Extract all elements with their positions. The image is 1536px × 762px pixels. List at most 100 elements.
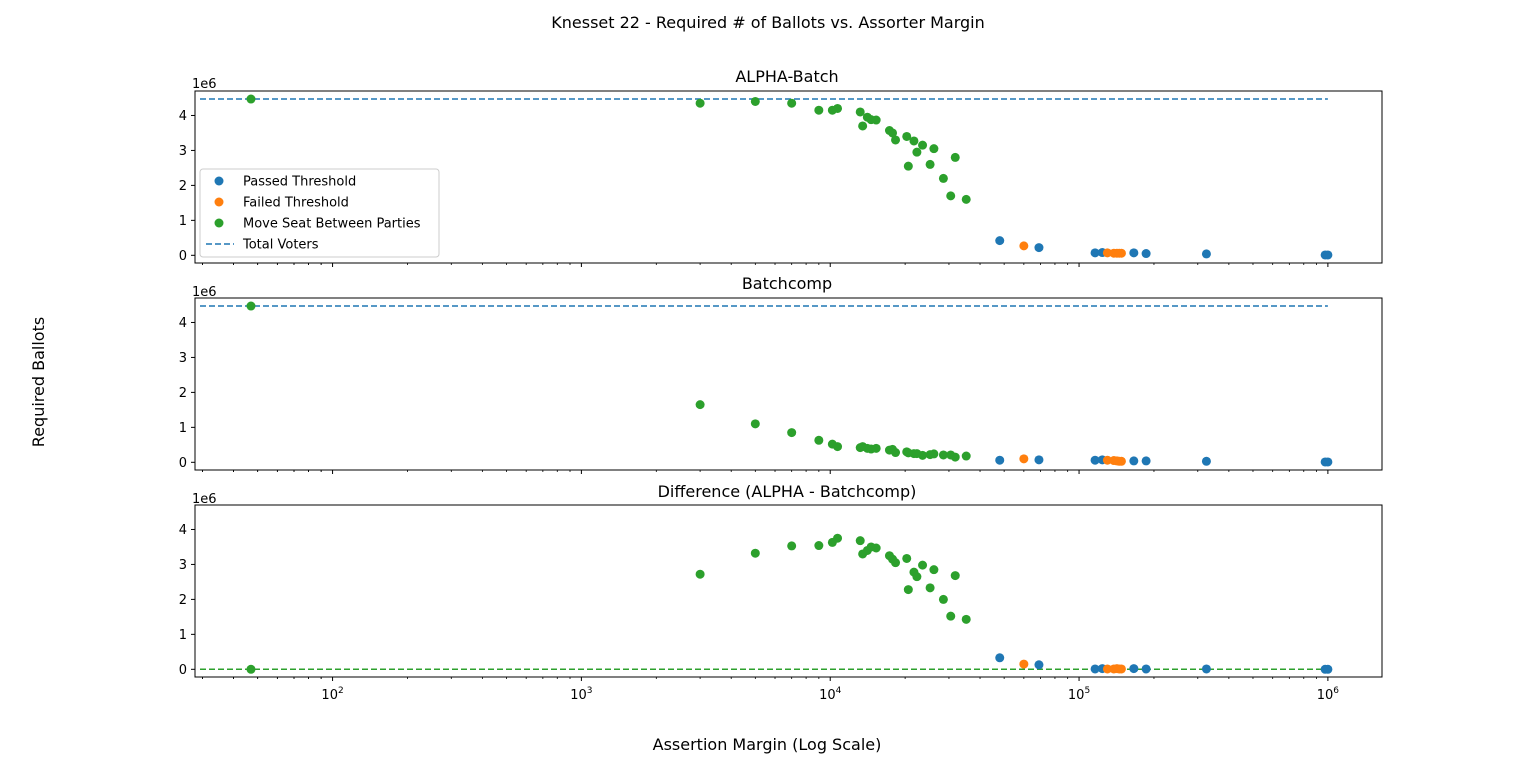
move-seat-point — [891, 558, 901, 568]
y-tick-label: 1 — [179, 628, 187, 643]
panel-batchcomp: Batchcomp 1e6 0 1 2 3 4 — [179, 274, 1383, 474]
passed-point — [1141, 249, 1151, 259]
move-seat-point — [814, 105, 824, 115]
move-seat-point — [695, 98, 705, 108]
passed-point — [1034, 243, 1044, 253]
y-tick-label: 2 — [179, 593, 187, 608]
failed-point — [1019, 454, 1029, 464]
move-seat-point — [695, 569, 705, 579]
y-tick-label: 3 — [179, 351, 187, 366]
legend-label: Passed Threshold — [243, 175, 356, 190]
passed-point — [1141, 456, 1151, 466]
y-tick-label: 4 — [179, 316, 187, 331]
move-seat-point — [918, 140, 928, 150]
failed-point — [1102, 248, 1112, 258]
legend-swatch-passed — [214, 176, 224, 186]
move-seat-point — [938, 594, 948, 604]
failed-point — [1116, 248, 1126, 258]
x-tick-label: 106 — [1317, 686, 1340, 703]
failed-point — [1102, 664, 1112, 674]
move-seat-point — [961, 614, 971, 624]
legend-label: Failed Threshold — [243, 196, 349, 211]
move-seat-point — [891, 448, 901, 458]
move-seat-point — [246, 664, 256, 674]
y-tick-label: 4 — [179, 523, 187, 538]
move-seat-point — [750, 419, 760, 429]
legend-label: Total Voters — [242, 238, 319, 253]
passed-point — [1201, 249, 1211, 259]
move-seat-point — [855, 107, 865, 117]
y-tick-label: 3 — [179, 144, 187, 159]
y-tick-label: 3 — [179, 558, 187, 573]
move-seat-point — [871, 443, 881, 453]
y-multiplier-label: 1e6 — [192, 285, 217, 300]
move-seat-point — [929, 144, 939, 154]
move-seat-point — [833, 442, 843, 452]
legend-box — [199, 168, 440, 258]
move-seat-point — [787, 541, 797, 551]
move-seat-point — [918, 450, 928, 460]
x-tick-label: 103 — [570, 686, 592, 703]
x-tick-label: 102 — [321, 686, 343, 703]
y-tick-label: 1 — [179, 214, 187, 229]
move-seat-point — [888, 128, 898, 138]
failed-point — [1116, 664, 1126, 674]
x-tick-label: 105 — [1068, 686, 1090, 703]
passed-point — [1090, 664, 1100, 674]
y-multiplier-label: 1e6 — [192, 77, 217, 92]
y-tick-label: 2 — [179, 179, 187, 194]
move-seat-point — [902, 553, 912, 563]
y-tick-label: 0 — [179, 663, 187, 678]
move-seat-point — [903, 161, 913, 171]
move-seat-point — [961, 451, 971, 461]
passed-point — [1034, 455, 1044, 465]
move-seat-point — [833, 533, 843, 543]
legend-swatch-failed — [214, 197, 224, 207]
move-seat-point — [787, 428, 797, 438]
passed-point — [1141, 664, 1151, 674]
axes-frame — [194, 504, 1383, 678]
panel-title: Difference (ALPHA - Batchcomp) — [658, 482, 917, 501]
passed-point — [1129, 664, 1139, 674]
move-seat-point — [912, 572, 922, 582]
move-seat-point — [903, 585, 913, 595]
failed-point — [1116, 456, 1126, 466]
move-seat-point — [833, 103, 843, 113]
move-seat-point — [929, 449, 939, 459]
move-seat-point — [929, 565, 939, 575]
y-tick-label: 0 — [179, 249, 187, 264]
passed-point — [995, 653, 1005, 663]
legend-label: Move Seat Between Parties — [243, 217, 421, 232]
passed-point — [995, 236, 1005, 246]
move-seat-point — [695, 400, 705, 410]
x-tick-label: 104 — [819, 686, 842, 703]
move-seat-point — [946, 611, 956, 621]
move-seat-point — [961, 194, 971, 204]
y-tick-label: 4 — [179, 109, 187, 124]
passed-point — [1201, 664, 1211, 674]
passed-point — [1129, 456, 1139, 466]
move-seat-point — [871, 543, 881, 553]
move-seat-point — [946, 191, 956, 201]
move-seat-point — [925, 583, 935, 593]
passed-point — [1201, 456, 1211, 466]
axes-frame — [194, 90, 1383, 264]
passed-point — [1323, 664, 1333, 674]
passed-point — [1129, 248, 1139, 258]
move-seat-point — [950, 452, 960, 462]
y-multiplier-label: 1e6 — [192, 492, 217, 507]
move-seat-point — [246, 301, 256, 311]
move-seat-point — [925, 159, 935, 169]
y-tick-label: 2 — [179, 386, 187, 401]
move-seat-point — [950, 571, 960, 581]
move-seat-point — [950, 152, 960, 162]
move-seat-point — [855, 536, 865, 546]
passed-point — [1090, 455, 1100, 465]
x-axis-label: Assertion Margin (Log Scale) — [653, 735, 882, 754]
passed-point — [995, 455, 1005, 465]
move-seat-point — [858, 121, 868, 131]
move-seat-point — [902, 131, 912, 141]
move-seat-point — [814, 541, 824, 551]
move-seat-point — [814, 435, 824, 445]
